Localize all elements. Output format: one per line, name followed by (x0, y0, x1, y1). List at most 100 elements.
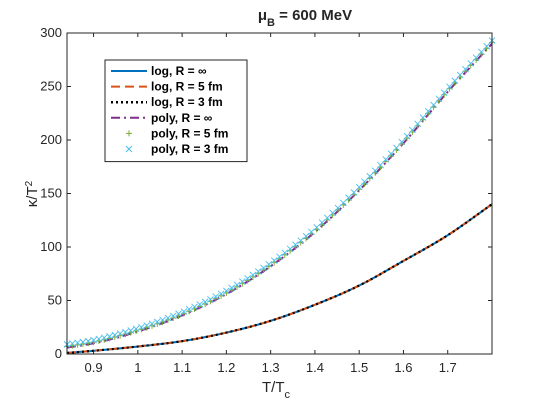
legend-label-3: log, R = 3 fm (151, 95, 223, 109)
series-6-marker (164, 314, 172, 322)
series-6-marker (424, 107, 432, 115)
series-6-marker (233, 281, 241, 289)
series-6-marker (382, 156, 390, 163)
y-tick-label: 250 (40, 79, 62, 94)
y-tick-label: 0 (55, 346, 62, 361)
series-6-marker (196, 301, 204, 308)
series-6-marker (159, 316, 166, 324)
series-6-marker (249, 271, 257, 279)
series-6-marker (265, 260, 273, 268)
series-6-marker (223, 287, 230, 295)
series-6-marker (472, 54, 480, 62)
series-6-marker (116, 330, 124, 337)
x-tick-label: 1.5 (350, 360, 368, 375)
legend-label-1: log, R = ∞ (151, 64, 207, 78)
series-6-marker (132, 325, 140, 333)
series-6-marker (435, 95, 443, 103)
series-6-marker (185, 305, 193, 313)
series-6-marker (180, 308, 188, 315)
series-6-marker (478, 48, 485, 56)
series-6-marker (361, 178, 368, 186)
series-6-marker (467, 60, 475, 67)
series-6-marker (153, 318, 161, 326)
axes: 0.9 1 1.1 1.2 1.3 1.4 1.5 1.6 1.7 0 50 100 150 200 250… (40, 25, 493, 375)
series-6-marker (297, 237, 305, 244)
legend-label-6: poly, R = 3 fm (151, 142, 228, 156)
series-6-marker (345, 194, 352, 201)
series-6-marker (377, 161, 384, 169)
series-6-marker (111, 331, 119, 339)
x-tick-label: 1.6 (394, 360, 412, 375)
series-6-marker (456, 71, 464, 79)
legend-marker-5 (126, 130, 132, 137)
series-6-marker (217, 290, 225, 298)
y-tick-label: 150 (40, 186, 62, 201)
series-6-marker (175, 310, 182, 318)
series-6-marker (339, 199, 347, 207)
series-6-marker (440, 89, 448, 96)
series-6-marker (79, 338, 87, 346)
series-6-marker (270, 257, 278, 264)
series-6-marker (355, 183, 363, 191)
series-6-marker (292, 241, 299, 249)
series-6-marker (95, 335, 103, 343)
series-3-line (66, 203, 493, 355)
series-6-marker (286, 245, 294, 253)
series-6-marker (462, 65, 469, 73)
series-6-marker (393, 144, 400, 152)
legend-label-2: log, R = 5 fm (151, 80, 223, 94)
series-6-marker (302, 232, 310, 240)
series-6-marker (414, 120, 421, 128)
series-6-marker (191, 303, 198, 311)
series-6-marker (122, 328, 129, 336)
plot-area (63, 37, 496, 355)
series-6-marker (419, 114, 427, 121)
series-6-marker (329, 209, 336, 217)
series-6-marker (403, 132, 411, 140)
series-6-marker (451, 77, 459, 85)
series-6-marker (106, 333, 113, 340)
series-6-marker (127, 327, 135, 334)
x-tick-label: 1.1 (173, 360, 191, 375)
x-tick-label: 1.3 (262, 360, 280, 375)
series-6-marker (90, 336, 97, 344)
y-tick-label: 200 (40, 132, 62, 147)
chart-title: μB = 600 MeV (258, 7, 352, 29)
x-tick-label: 1.7 (439, 360, 457, 375)
series-6-marker (483, 42, 491, 50)
legend-box (104, 59, 248, 163)
series-6-marker (201, 298, 209, 306)
series-6-marker (260, 264, 267, 272)
series-6-marker (281, 249, 289, 257)
y-tick-label: 100 (40, 239, 62, 254)
series-6-marker (371, 167, 379, 175)
y-tick-label: 300 (40, 25, 62, 40)
series-6-marker (308, 228, 315, 236)
legend-marker-6 (125, 145, 133, 153)
series-6-marker (323, 214, 331, 222)
series-6-marker (318, 219, 326, 226)
series-6-marker (74, 339, 81, 347)
y-tick-label: 50 (48, 293, 62, 308)
series-6-marker (387, 150, 395, 157)
series-6-marker (408, 126, 416, 134)
x-tick-label: 1 (134, 360, 141, 375)
x-tick-label: 1.4 (306, 360, 324, 375)
series-6-marker (366, 172, 374, 180)
series-6-marker (207, 295, 214, 303)
series-6-marker (430, 101, 437, 109)
series-6-marker (350, 189, 358, 196)
series-6-markers (63, 37, 496, 348)
series-6-marker (84, 337, 92, 345)
y-axis-label: κ/T2 (24, 180, 42, 207)
series-6-marker (228, 284, 236, 292)
series-6-marker (212, 293, 220, 300)
series-6-marker (313, 223, 321, 231)
legend-label-4: poly, R = ∞ (151, 111, 212, 125)
series-6-marker (143, 322, 151, 329)
series-6-marker (169, 312, 177, 320)
x-axis-label: T/Tc (262, 379, 291, 401)
series-6-marker (138, 323, 145, 331)
